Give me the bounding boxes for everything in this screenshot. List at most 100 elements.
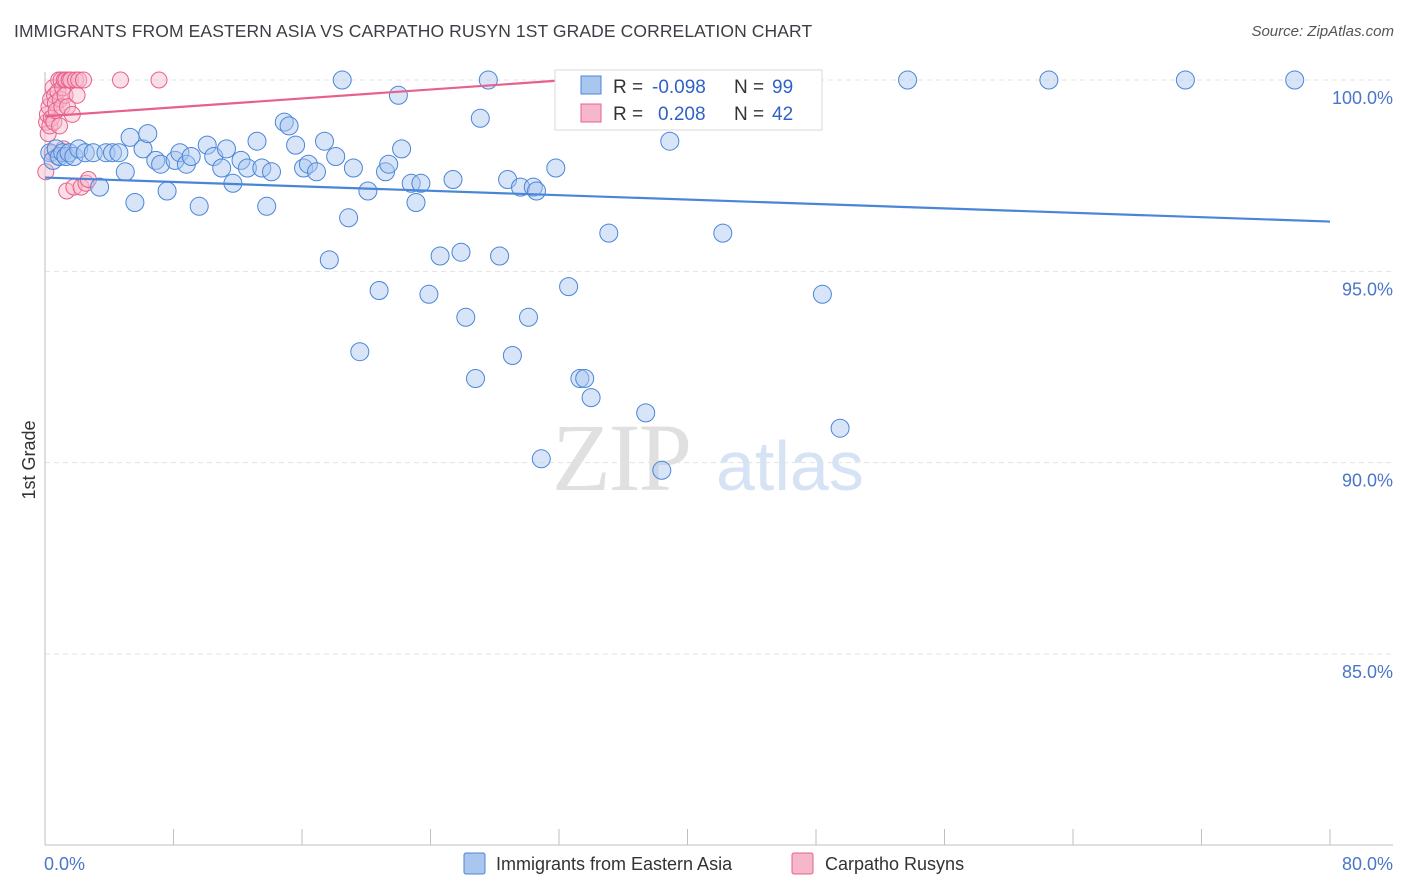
stats-blue-r-value: -0.098 xyxy=(652,77,706,98)
pink-point-39 xyxy=(112,71,129,89)
blue-point-73 xyxy=(519,307,538,327)
blue-point-93 xyxy=(1039,70,1059,90)
blue-point-26 xyxy=(181,147,201,166)
blue-point-18 xyxy=(133,139,153,159)
blue-series-points xyxy=(40,70,1305,480)
blue-point-36 xyxy=(252,158,272,178)
blue-point-30 xyxy=(212,158,232,178)
legend-pink-swatch xyxy=(791,852,814,875)
blue-point-46 xyxy=(319,250,339,270)
y-axis-label: 1st Grade xyxy=(19,420,39,499)
blue-point-0 xyxy=(40,143,60,163)
blue-point-51 xyxy=(350,342,370,362)
pink-point-0 xyxy=(37,163,55,181)
blue-point-41 xyxy=(286,135,306,155)
blue-point-37 xyxy=(257,196,277,216)
pink-point-17 xyxy=(51,117,68,135)
x-ticks xyxy=(44,829,1331,845)
blue-point-43 xyxy=(298,154,318,174)
blue-point-9 xyxy=(75,143,95,163)
pink-point-36 xyxy=(75,71,92,89)
blue-point-45 xyxy=(315,131,334,151)
blue-point-44 xyxy=(307,162,326,182)
source-label: Source: ZipAtlas.com xyxy=(1251,23,1394,40)
blue-point-50 xyxy=(343,158,363,178)
legend-blue-label: Immigrants from Eastern Asia xyxy=(496,854,733,874)
blue-point-64 xyxy=(451,242,471,262)
blue-point-3 xyxy=(50,147,69,166)
x-tick-label-min: 0.0% xyxy=(44,854,85,874)
chart-title: IMMIGRANTS FROM EASTERN ASIA VS CARPATHO… xyxy=(14,21,813,41)
blue-point-57 xyxy=(392,139,412,159)
blue-point-19 xyxy=(138,124,158,144)
stats-pink-r-value: 0.208 xyxy=(658,104,706,125)
blue-point-17 xyxy=(125,193,145,212)
trend-lines xyxy=(44,78,1331,223)
stats-pink-swatch xyxy=(580,103,602,123)
y-tick-label-85: 85.0% xyxy=(1342,662,1393,682)
blue-point-71 xyxy=(502,346,522,365)
legend-pink-label: Carpatho Rusyns xyxy=(825,854,964,874)
blue-point-62 xyxy=(430,246,450,266)
blue-point-48 xyxy=(332,70,352,90)
blue-point-88 xyxy=(713,223,733,243)
blue-point-92 xyxy=(898,70,918,90)
watermark-atlas: atlas xyxy=(716,427,864,505)
blue-point-65 xyxy=(456,307,476,327)
x-tick-label-max: 80.0% xyxy=(1342,854,1393,874)
blue-point-84 xyxy=(636,403,656,423)
blue-point-67 xyxy=(470,108,490,128)
blue-point-63 xyxy=(443,170,463,189)
blue-point-75 xyxy=(527,181,546,201)
blue-point-53 xyxy=(369,281,389,300)
blue-point-11 xyxy=(90,177,110,197)
stats-pink-n-value: 42 xyxy=(772,104,793,125)
blue-point-55 xyxy=(379,154,399,174)
blue-point-66 xyxy=(466,369,485,388)
pink-point-33 xyxy=(68,86,86,104)
blue-point-79 xyxy=(570,369,590,388)
blue-point-82 xyxy=(599,223,619,243)
stats-blue-r-label: R = xyxy=(613,77,643,98)
blue-point-49 xyxy=(339,208,359,228)
blue-point-28 xyxy=(197,135,217,155)
blue-point-47 xyxy=(326,147,346,166)
blue-point-35 xyxy=(247,131,267,151)
blue-point-14 xyxy=(109,143,129,163)
blue-point-86 xyxy=(652,460,672,480)
blue-point-94 xyxy=(1175,70,1195,90)
y-tick-label-100: 100.0% xyxy=(1332,88,1393,108)
blue-point-4 xyxy=(53,143,73,163)
blue-point-90 xyxy=(812,284,832,304)
blue-point-80 xyxy=(575,369,595,388)
blue-point-59 xyxy=(406,193,426,212)
blue-point-31 xyxy=(217,139,236,159)
legend-blue-swatch xyxy=(463,852,486,875)
blue-point-52 xyxy=(358,181,378,201)
stats-blue-swatch xyxy=(580,75,602,95)
y-tick-label-95: 95.0% xyxy=(1342,279,1393,299)
y-tick-labels: 100.0% 95.0% 90.0% 85.0% xyxy=(1332,88,1393,682)
y-tick-label-90: 90.0% xyxy=(1342,471,1393,491)
blue-point-77 xyxy=(546,158,566,178)
blue-point-87 xyxy=(660,131,680,151)
blue-point-33 xyxy=(231,150,251,170)
legend: Immigrants from Eastern Asia Carpatho Ru… xyxy=(463,852,964,875)
blue-point-12 xyxy=(96,143,116,163)
blue-point-76 xyxy=(531,449,551,469)
stats-blue-n-value: 99 xyxy=(772,77,793,98)
pink-point-40 xyxy=(150,71,168,89)
blue-point-54 xyxy=(376,162,395,182)
blue-point-78 xyxy=(559,277,579,297)
blue-point-38 xyxy=(262,162,281,182)
watermark-zip: ZIP xyxy=(552,404,690,511)
blue-point-13 xyxy=(103,143,122,163)
stats-pink-n-label: N = xyxy=(734,104,764,125)
blue-point-61 xyxy=(419,284,439,304)
axes xyxy=(44,72,1393,846)
blue-point-91 xyxy=(830,418,850,438)
blue-point-60 xyxy=(411,173,431,193)
blue-point-95 xyxy=(1285,70,1305,90)
blue-point-15 xyxy=(115,162,135,182)
